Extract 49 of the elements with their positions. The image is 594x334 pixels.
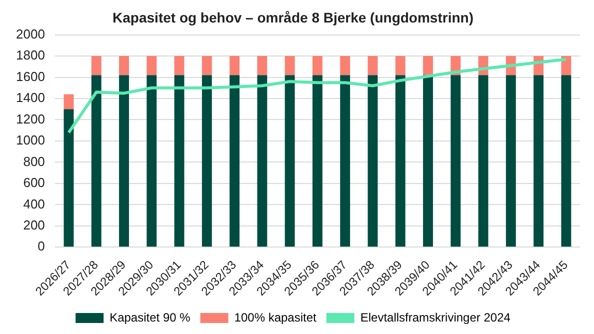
bar — [230, 75, 240, 247]
bar — [395, 75, 406, 247]
y-tick-label: 400 — [23, 196, 45, 212]
bar — [340, 56, 350, 76]
y-tick-label: 800 — [23, 154, 45, 169]
bar — [119, 56, 129, 76]
bar — [312, 75, 322, 247]
bar — [284, 75, 295, 247]
bar — [64, 94, 74, 110]
y-tick-label: 600 — [23, 175, 45, 190]
bar — [174, 56, 184, 76]
bar — [450, 75, 461, 247]
y-tick-label: 1400 — [16, 90, 45, 106]
bar — [174, 75, 184, 247]
bar — [312, 56, 322, 76]
bar — [64, 109, 74, 247]
bar — [395, 56, 406, 76]
bar — [561, 75, 572, 247]
bar — [91, 75, 102, 247]
bar — [146, 75, 157, 247]
y-tick-label: 2000 — [16, 26, 45, 42]
bar — [561, 56, 572, 76]
chart-title: Kapasitet og behov – område 8 Bjerke (ungdomstrinn) — [112, 9, 474, 26]
bar — [534, 75, 544, 247]
bar — [202, 75, 212, 247]
legend-label: Elevtallsframskrivinger 2024 — [360, 310, 511, 324]
bar — [423, 75, 433, 247]
bar — [340, 75, 350, 247]
bar — [257, 56, 268, 76]
y-tick-label: 1600 — [16, 68, 45, 84]
legend-label: Kapasitet 90 % — [110, 310, 191, 324]
bar — [368, 56, 378, 76]
bar — [91, 56, 102, 76]
y-tick-label: 1800 — [16, 48, 45, 63]
bar — [202, 56, 212, 76]
bar — [368, 75, 378, 247]
y-tick-label: 1000 — [16, 132, 45, 148]
bar — [257, 75, 268, 247]
legend-label: 100% kapasitet — [234, 310, 318, 324]
bar — [146, 56, 157, 76]
bar — [284, 56, 295, 76]
bar — [119, 75, 129, 247]
bar — [423, 56, 433, 76]
y-tick-label: 0 — [38, 238, 45, 254]
bar — [506, 75, 516, 247]
y-tick-label: 1200 — [16, 111, 45, 126]
bar — [478, 75, 488, 247]
bar — [230, 56, 240, 76]
y-tick-label: 200 — [23, 217, 45, 232]
